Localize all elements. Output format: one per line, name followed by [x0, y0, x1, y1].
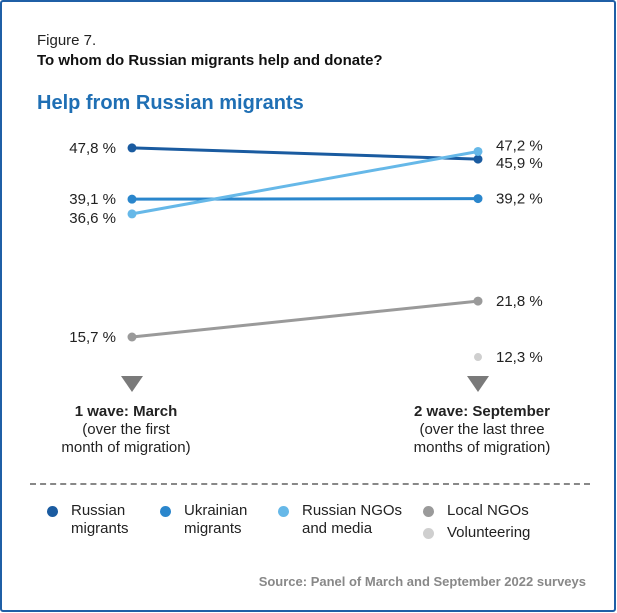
data-point — [473, 296, 483, 306]
down-arrow-icon — [467, 376, 489, 392]
data-point — [127, 194, 137, 204]
legend-volunteering: Volunteering — [423, 524, 530, 542]
figure-subtitle: To whom do Russian migrants help and don… — [37, 52, 383, 69]
legend-russian-migrants: Russian migrants — [47, 502, 129, 538]
line-chart: 47,8 % 45,9 % 39,1 % 39,2 % 36,6 % 47,2 % 15,7… — [69, 137, 543, 392]
legend-dot-icon — [160, 506, 171, 517]
data-label: 39,2 % — [496, 191, 543, 208]
data-label: 45,9 % — [496, 155, 543, 172]
data-label: 47,8 % — [69, 140, 116, 157]
down-arrow-icon — [121, 376, 143, 392]
legend-divider — [30, 483, 590, 485]
legend-label-line-1: Russian NGOs — [302, 502, 403, 519]
legend-label-line-1: Russian — [71, 502, 126, 519]
series-line — [131, 197, 479, 201]
source-note: Source: Panel of March and September 202… — [258, 574, 586, 589]
legend-local-ngos: Local NGOs — [423, 502, 529, 520]
wave-2-desc-line-2: months of migration) — [413, 439, 551, 456]
figure-label: Figure 7. — [37, 32, 97, 49]
wave-1-title: 1 wave: March — [74, 403, 178, 420]
legend-label-line-2: migrants — [71, 520, 129, 537]
series-line — [131, 146, 479, 161]
legend-label-line-1: Volunteering — [447, 524, 531, 541]
legend-ukrainian-migrants: Ukrainian migrants — [160, 502, 247, 538]
data-point — [473, 146, 483, 156]
data-point — [473, 154, 483, 164]
wave-1-desc-line-1: (over the first — [82, 421, 170, 438]
wave-1-desc-line-2: month of migration) — [61, 439, 191, 456]
legend-dot-icon — [278, 506, 289, 517]
data-label: 39,1 % — [69, 191, 116, 208]
series-line — [131, 299, 479, 339]
legend-label-line-2: and media — [302, 520, 373, 537]
data-label: 12,3 % — [496, 349, 543, 366]
legend-label-line-1: Ukrainian — [184, 502, 248, 519]
legend-dot-icon — [423, 528, 434, 539]
wave-2-desc-line-1: (over the last three — [419, 421, 545, 438]
data-label: 15,7 % — [69, 329, 116, 346]
legend-label-line-2: migrants — [184, 520, 242, 537]
data-point — [474, 353, 482, 362]
legend-dot-icon — [423, 506, 434, 517]
legend-label-line-1: Local NGOs — [447, 502, 529, 519]
data-point — [473, 194, 483, 204]
data-label: 47,2 % — [496, 137, 543, 154]
series-line — [131, 149, 479, 216]
data-point — [127, 332, 137, 342]
data-point — [127, 209, 137, 219]
data-label: 36,6 % — [69, 210, 116, 227]
wave-2-title: 2 wave: September — [414, 403, 550, 420]
data-point — [127, 143, 137, 153]
data-label: 21,8 % — [496, 293, 543, 310]
wave-1-label: 1 wave: March (over the first month of m… — [16, 403, 236, 457]
legend-russian-ngos-media: Russian NGOs and media — [278, 502, 402, 538]
legend-dot-icon — [47, 506, 58, 517]
wave-2-label: 2 wave: September (over the last three m… — [372, 403, 592, 457]
chart-title: Help from Russian migrants — [37, 92, 304, 114]
